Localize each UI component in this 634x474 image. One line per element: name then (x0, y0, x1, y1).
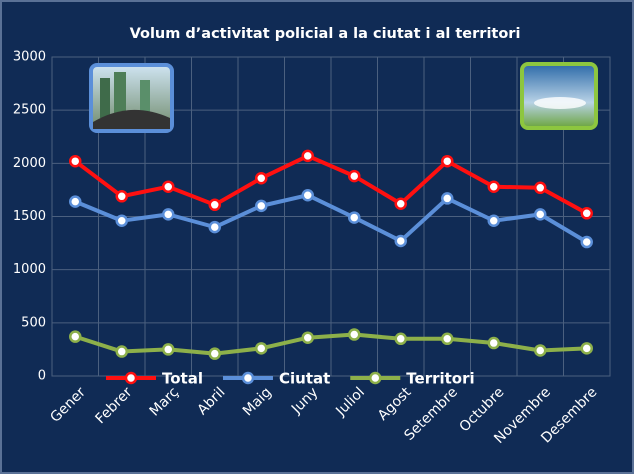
data-point (534, 344, 547, 357)
legend-label: Total (162, 370, 203, 388)
series-line (74, 332, 587, 356)
series-line (74, 193, 588, 244)
data-point (580, 342, 593, 355)
y-tick-label: 2000 (13, 156, 46, 171)
y-tick-label: 500 (21, 315, 46, 330)
data-point (115, 190, 128, 203)
data-point (441, 154, 454, 168)
y-tick-label: 1000 (13, 262, 46, 277)
data-point (441, 332, 454, 346)
y-tick-label: 2500 (13, 103, 46, 118)
data-point (115, 345, 128, 358)
data-point (255, 199, 268, 213)
legend-marker (241, 371, 255, 385)
data-point (580, 235, 593, 249)
y-tick-label: 0 (38, 369, 46, 384)
city-picture (89, 63, 174, 133)
data-point (162, 208, 175, 221)
legend-marker (124, 371, 138, 385)
data-point (534, 181, 547, 195)
data-point (348, 328, 361, 341)
y-tick-label: 3000 (13, 50, 46, 65)
data-point (394, 332, 407, 346)
chart-title: Volum d’activitat policial a la ciutat i… (130, 26, 521, 42)
data-point (162, 343, 175, 356)
data-point (115, 214, 128, 228)
data-point (487, 336, 500, 350)
data-point (69, 195, 82, 208)
data-point (394, 197, 407, 210)
data-point (580, 207, 593, 220)
data-point (255, 342, 268, 355)
data-point (348, 211, 361, 224)
data-point (301, 149, 314, 163)
data-point (208, 198, 221, 212)
data-point (394, 234, 407, 248)
data-point (69, 154, 82, 168)
data-point (534, 208, 547, 221)
data-point (208, 347, 221, 360)
data-point (301, 188, 314, 202)
data-point (487, 180, 500, 193)
data-point (348, 169, 361, 183)
data-point (487, 214, 500, 228)
landscape-picture (520, 62, 598, 130)
data-point (162, 180, 175, 193)
data-point (208, 220, 221, 234)
legend-marker (369, 371, 382, 385)
data-point (441, 192, 454, 205)
data-point (69, 330, 82, 343)
legend-label: Ciutat (279, 370, 330, 388)
series-line (74, 153, 588, 216)
legend-label: Territori (406, 370, 474, 388)
data-point (255, 171, 268, 185)
data-point (301, 331, 314, 344)
y-tick-label: 1500 (13, 209, 46, 224)
